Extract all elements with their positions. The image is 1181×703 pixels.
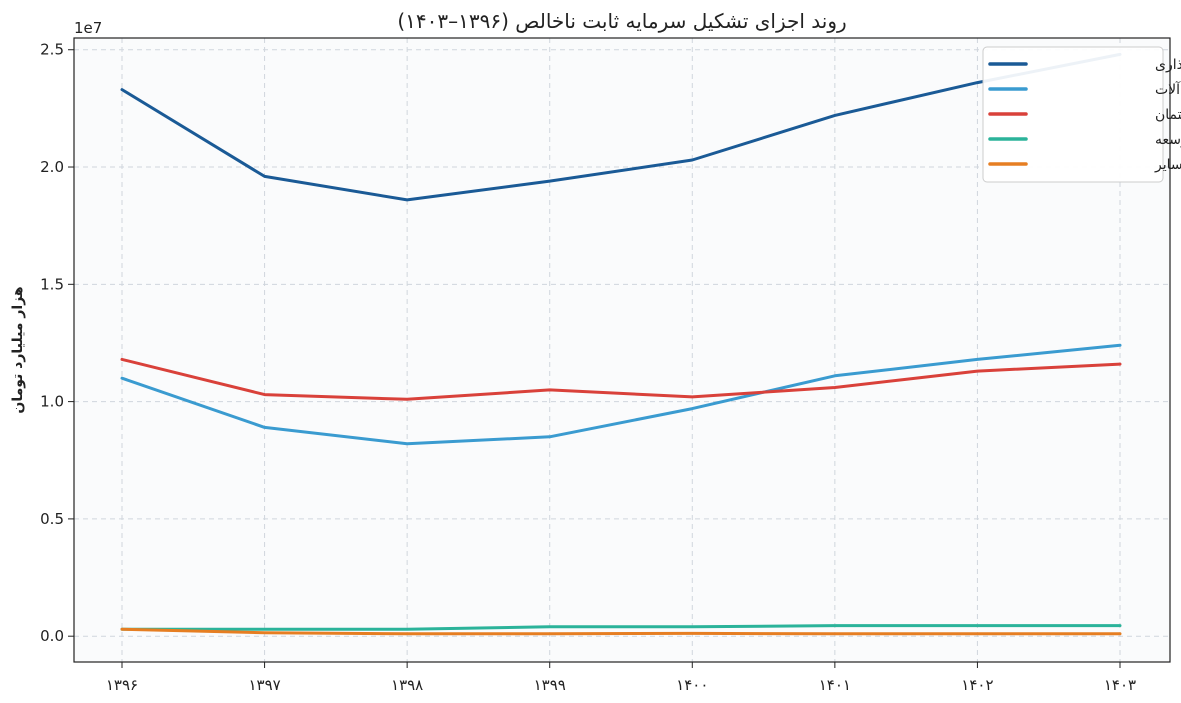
y-tick-label: 1.5 — [40, 275, 64, 293]
series-line-0 — [120, 52, 1122, 202]
y-tick-label: 2.0 — [40, 158, 64, 176]
legend-label-3: تحقیق و توسعه — [1155, 132, 1181, 148]
y-tick-label: 0.5 — [40, 510, 64, 528]
y-axis-ticks: 0.0 0.5 1.0 1.5 2.0 2.5 — [40, 41, 74, 645]
x-tick-label: ۱۳۹۶ — [106, 676, 138, 694]
y-axis-label: هزار میلیارد تومان — [10, 286, 26, 413]
chart-title: روند اجزای تشکیل سرمایه ثابت ناخالص (۱۳۹… — [397, 9, 846, 33]
x-tick-label: ۱۴۰۰ — [676, 676, 708, 694]
legend-box — [982, 46, 1164, 183]
series-line-4 — [120, 627, 1122, 636]
series-lines — [120, 52, 1122, 636]
y-tick-label: 2.5 — [40, 41, 64, 59]
x-tick-label: ۱۴۰۳ — [1104, 676, 1136, 694]
y-offset-label: 1e7 — [74, 19, 102, 37]
x-tick-label: ۱۴۰۱ — [819, 676, 851, 694]
series-line-1 — [120, 343, 1122, 446]
x-tick-label: ۱۳۹۷ — [248, 676, 280, 694]
x-tick-label: ۱۳۹۸ — [391, 676, 423, 694]
series-line-3 — [120, 624, 1122, 631]
legend: کل سرمایه‌گذاری ماشین‌آلات ساختمان تحقیق و … — [982, 46, 1181, 183]
y-tick-label: 1.0 — [40, 393, 64, 411]
plot-frame — [73, 37, 1171, 663]
legend-label-0: کل سرمایه‌گذاری — [1155, 56, 1181, 73]
x-tick-label: ۱۳۹۹ — [534, 676, 566, 694]
x-axis-ticks: ۱۳۹۶ ۱۳۹۷ ۱۳۹۸ ۱۳۹۹ ۱۴۰۰ ۱۴۰۱ ۱۴۰۲ ۱۴۰۳ — [106, 662, 1136, 694]
y-tick-label: 0.0 — [40, 627, 64, 645]
legend-label-4: سایر — [1154, 157, 1181, 173]
series-line-2 — [120, 357, 1122, 401]
legend-label-1: ماشین‌آلات — [1155, 81, 1181, 98]
x-tick-label: ۱۴۰۲ — [961, 676, 993, 694]
legend-label-2: ساختمان — [1155, 107, 1181, 123]
